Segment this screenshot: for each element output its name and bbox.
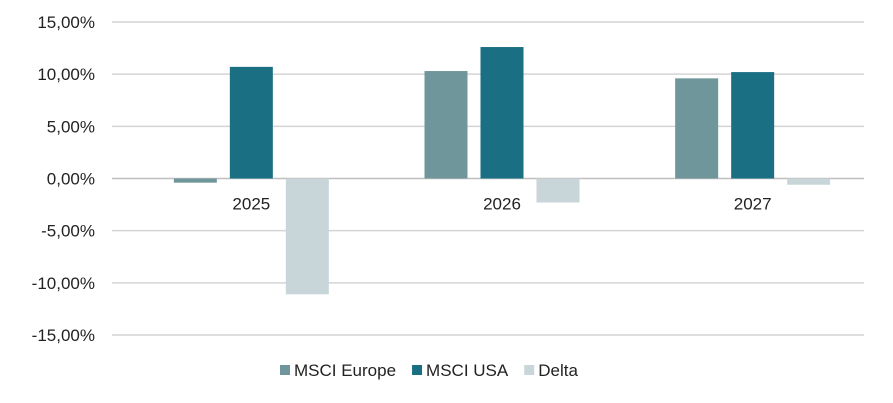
- legend-label: MSCI Europe: [294, 361, 396, 380]
- x-category-label: 2025: [232, 195, 270, 214]
- bar-msci-europe-2026: [424, 71, 468, 179]
- y-axis: 15,00% 10,00% 5,00% 0,00% -5,00% -10,00% -15,0…: [32, 13, 95, 345]
- bar-msci-usa-2026: [480, 47, 524, 179]
- legend: MSCI Europe MSCI USA Delta: [280, 361, 578, 380]
- bar-msci-usa-2027: [731, 72, 775, 179]
- y-tick-label: 10,00%: [37, 65, 95, 84]
- bar-delta-2026: [536, 178, 580, 203]
- bar-msci-usa-2025: [229, 66, 273, 179]
- legend-label: Delta: [538, 361, 578, 380]
- x-category-label: 2027: [734, 195, 772, 214]
- y-tick-label: 5,00%: [47, 117, 95, 136]
- y-tick-label: 15,00%: [37, 13, 95, 32]
- legend-swatch-msci-usa: [412, 365, 423, 375]
- bar-delta-2027: [787, 178, 831, 185]
- y-tick-label: -5,00%: [41, 222, 95, 241]
- y-tick-label: -15,00%: [32, 326, 95, 345]
- bar-delta-2025: [285, 178, 329, 295]
- legend-label: MSCI USA: [426, 361, 509, 380]
- legend-swatch-msci-europe: [280, 365, 290, 375]
- x-category-label: 2026: [483, 195, 521, 214]
- bar-msci-europe-2025: [173, 178, 217, 183]
- legend-swatch-delta: [524, 365, 535, 375]
- y-tick-label: -10,00%: [32, 274, 95, 293]
- bars: [173, 47, 831, 295]
- y-tick-label: 0,00%: [47, 170, 95, 189]
- category-labels: 2025 2026 2027: [232, 195, 771, 214]
- bar-msci-europe-2027: [675, 78, 719, 179]
